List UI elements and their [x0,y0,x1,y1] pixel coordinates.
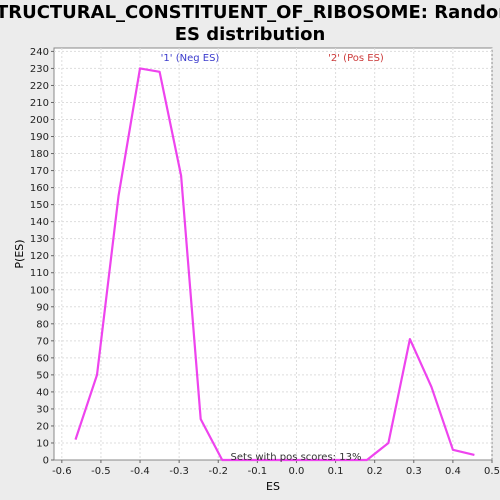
y-tick-label: 150 [30,200,49,211]
y-tick-label: 40 [36,387,49,398]
x-axis-ticks: -0.6 -0.5 -0.4 -0.3 -0.2 -0.1 0.0 0.1 0.2 0.3 0.4 0… [52,460,500,477]
chart-title-line1: STRUCTURAL_CONSTITUENT_OF_RIBOSOME: Rand… [0,2,500,23]
y-tick-label: 30 [36,404,49,415]
x-tick-label: 0.1 [328,466,344,477]
y-tick-label: 10 [36,438,49,449]
y-tick-label: 240 [30,47,49,58]
y-tick-label: 160 [30,183,49,194]
y-tick-label: 20 [36,421,49,432]
y-tick-label: 230 [30,64,49,75]
x-tick-label: 0.2 [367,466,383,477]
x-axis-label: ES [266,480,280,493]
y-tick-label: 100 [30,285,49,296]
y-axis-label: P(ES) [13,239,26,268]
series-layer [74,67,475,462]
x-tick-label: -0.3 [169,466,189,477]
x-tick-label: 0.0 [289,466,305,477]
y-tick-label: 70 [36,336,49,347]
y-tick-label: 60 [36,353,49,364]
y-tick-label: 110 [30,268,49,279]
x-tick-label: -0.4 [130,466,150,477]
x-tick-label: 0.4 [445,466,461,477]
y-tick-label: 90 [36,302,49,313]
y-tick-label: 190 [30,132,49,143]
y-tick-label: 180 [30,149,49,160]
chart-title-line2: ES distribution [175,24,326,45]
y-tick-label: 170 [30,166,49,177]
pos-es-label: '2' (Pos ES) [328,53,384,64]
y-tick-label: 0 [43,456,49,467]
x-tick-label: -0.2 [208,466,228,477]
x-tick-label: -0.5 [91,466,111,477]
plot-area [53,47,493,461]
es-distribution-line [74,67,475,462]
y-tick-label: 120 [30,251,49,262]
pos-scores-footer: Sets with pos scores: 13% [231,452,362,463]
y-tick-label: 140 [30,217,49,228]
x-tick-label: -0.1 [248,466,268,477]
x-tick-label: 0.5 [484,466,500,477]
neg-es-label: '1' (Neg ES) [161,53,220,64]
y-tick-label: 200 [30,115,49,126]
y-tick-label: 220 [30,81,49,92]
y-tick-label: 210 [30,98,49,109]
x-tick-label: -0.6 [52,466,72,477]
y-tick-label: 80 [36,319,49,330]
y-axis-ticks: 0 10 20 30 40 50 60 70 80 90 100 110 120 130 140 150 160… [30,47,54,467]
grid-lines [54,48,493,460]
y-tick-label: 130 [30,234,49,245]
x-tick-label: 0.3 [406,466,422,477]
y-tick-label: 50 [36,370,49,381]
